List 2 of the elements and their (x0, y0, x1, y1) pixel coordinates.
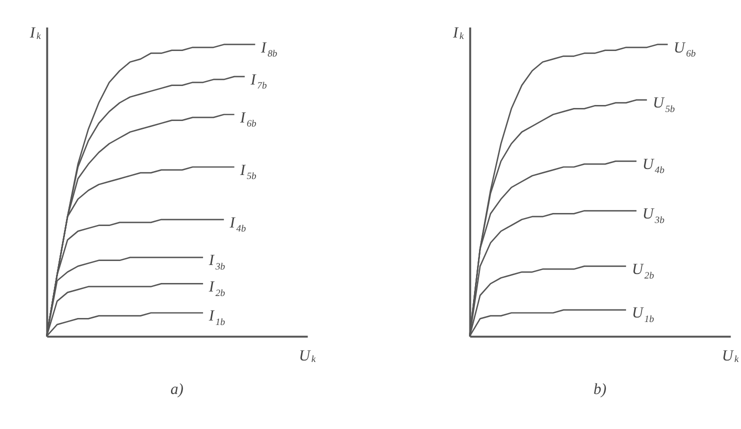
text: a) (170, 380, 184, 398)
text: b) (594, 380, 606, 398)
